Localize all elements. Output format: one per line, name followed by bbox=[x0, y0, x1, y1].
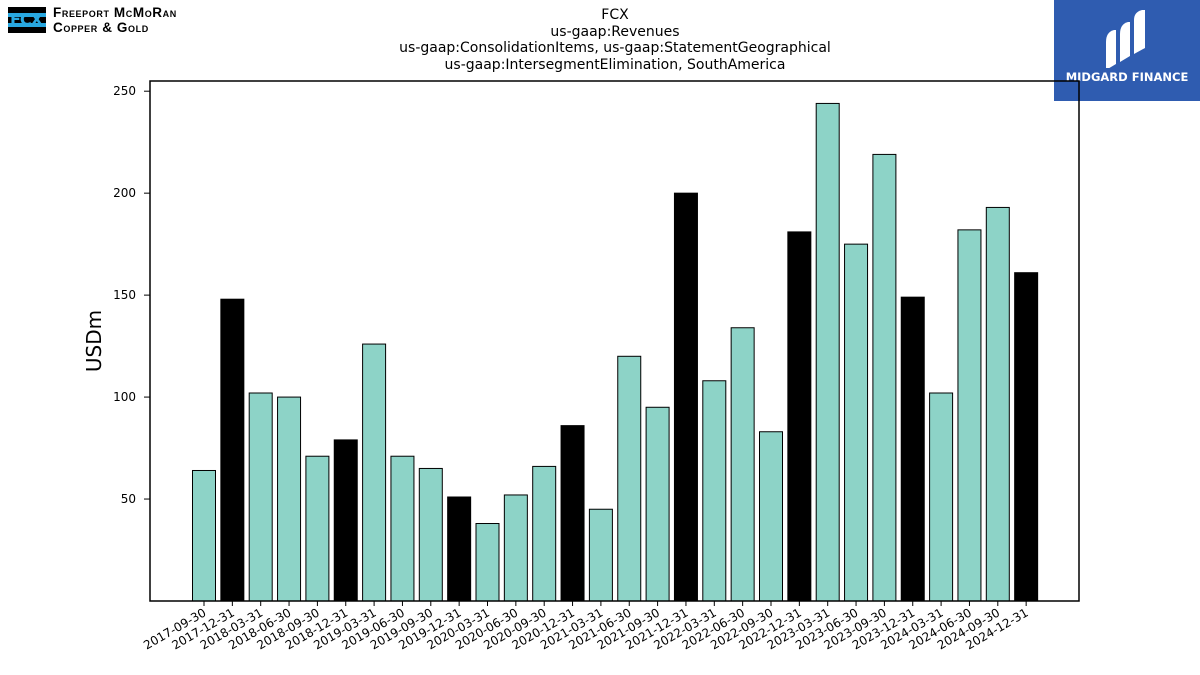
bar-2018-03-31 bbox=[248, 392, 273, 602]
bar-2020-03-31 bbox=[475, 523, 500, 602]
bar-2021-09-30 bbox=[645, 406, 670, 602]
midgard-mark-icon bbox=[1106, 10, 1145, 68]
x-axis: 2017-09-302017-12-312018-03-312018-06-30… bbox=[141, 601, 1031, 652]
y-tick-label-100: 100 bbox=[113, 390, 136, 404]
y-axis-label: USDm bbox=[82, 310, 106, 372]
bar-2018-09-30 bbox=[305, 455, 330, 602]
midgard-logo-text: MIDGARD FINANCE bbox=[1065, 70, 1189, 84]
bar-2017-09-30 bbox=[192, 469, 216, 602]
bar-2024-03-31 bbox=[929, 392, 954, 602]
bar-2019-03-31 bbox=[362, 343, 387, 602]
bar-2024-09-30 bbox=[985, 206, 1010, 602]
bar-2022-09-30 bbox=[759, 431, 783, 602]
bar-2021-03-31 bbox=[588, 508, 613, 602]
bar-2024-12-31 bbox=[1014, 272, 1039, 602]
fcx-mark-letters: FCX bbox=[10, 10, 43, 29]
bar-2019-06-30 bbox=[390, 455, 415, 602]
bar-series bbox=[192, 102, 1039, 602]
bar-2018-12-31 bbox=[333, 439, 358, 602]
freeport-mcmoran-logo: FCX Freeport McMoRan Copper & Gold bbox=[8, 5, 218, 35]
chart-subtitle-line-1: us-gaap:Revenues bbox=[550, 23, 680, 40]
chart-subtitle-line-2: us-gaap:ConsolidationItems, us-gaap:Stat… bbox=[399, 40, 831, 56]
y-tick-label-50: 50 bbox=[121, 492, 136, 506]
bar-2020-09-30 bbox=[532, 465, 557, 602]
y-tick-label-150: 150 bbox=[113, 288, 136, 302]
bar-2023-06-30 bbox=[844, 243, 869, 602]
chart-title: FCX bbox=[601, 7, 629, 23]
chart-title-block: FCX us-gaap:Revenues us-gaap:Consolidati… bbox=[300, 7, 930, 73]
bar-2023-03-31 bbox=[815, 102, 840, 602]
bar-2017-12-31 bbox=[220, 298, 245, 602]
bar-2023-12-31 bbox=[900, 296, 925, 602]
bar-2022-06-30 bbox=[730, 327, 755, 602]
plot-frame bbox=[149, 80, 1080, 602]
y-tick-label-200: 200 bbox=[113, 186, 136, 200]
bar-2021-12-31 bbox=[673, 192, 698, 602]
fcx-mark-icon: FCX bbox=[8, 7, 46, 33]
bar-2021-06-30 bbox=[617, 355, 642, 602]
bar-2020-12-31 bbox=[560, 425, 585, 602]
y-axis: 50 100 150 200 250 bbox=[113, 84, 150, 506]
freeport-logo-line2: Copper & Gold bbox=[53, 19, 149, 35]
bar-2022-03-31 bbox=[702, 380, 727, 602]
bar-2018-06-30 bbox=[277, 396, 302, 602]
bar-2023-09-30 bbox=[872, 153, 897, 602]
bar-2020-06-30 bbox=[503, 494, 528, 602]
chart-subtitle-line-3: us-gaap:IntersegmentElimination, SouthAm… bbox=[444, 56, 786, 73]
bar-2019-12-31 bbox=[447, 496, 472, 602]
bar-2024-06-30 bbox=[957, 229, 982, 602]
freeport-logo-line1: Freeport McMoRan bbox=[53, 5, 177, 20]
bar-2022-12-31 bbox=[787, 231, 812, 602]
y-tick-label-250: 250 bbox=[113, 84, 136, 98]
bar-2019-09-30 bbox=[418, 467, 443, 602]
freeport-logo-text: Freeport McMoRan Copper & Gold bbox=[53, 5, 177, 35]
